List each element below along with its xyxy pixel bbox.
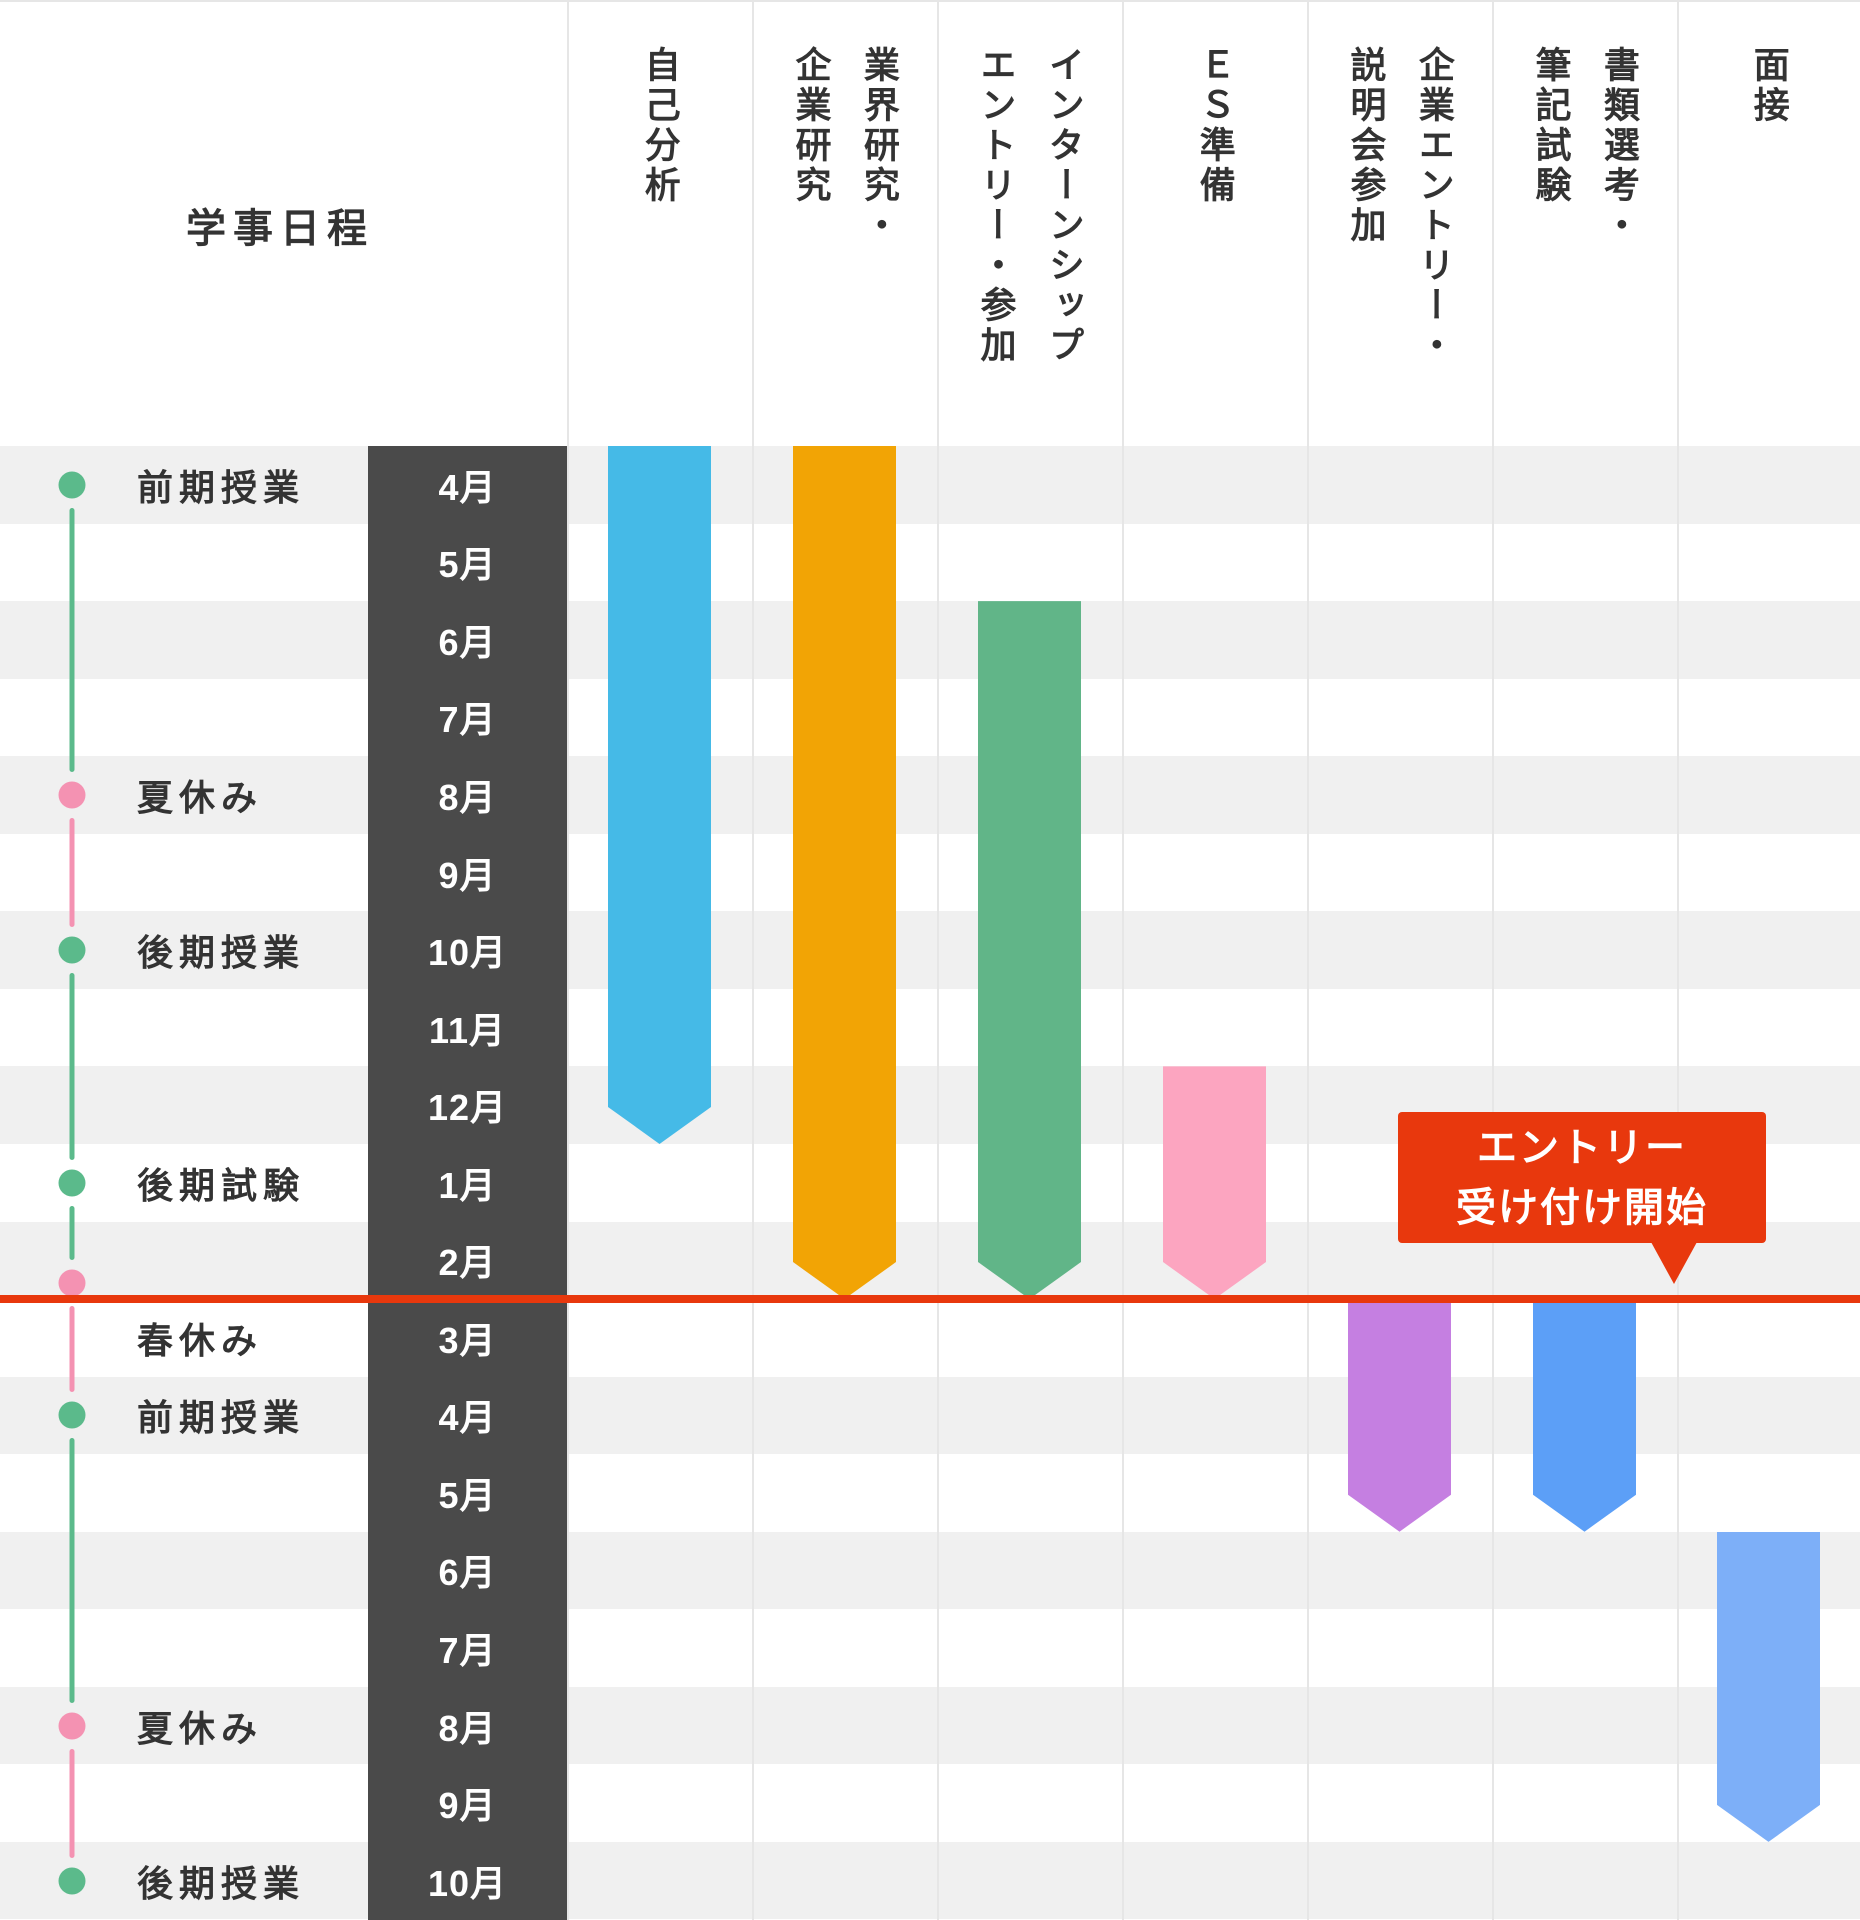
timeline-dot (58, 471, 86, 499)
column-header: 業界研究・ 企業研究 (790, 46, 900, 246)
column-header: インターンシップ エントリー・参加 (975, 46, 1085, 366)
callout-pointer (1651, 1242, 1697, 1284)
timeline-segment (69, 1305, 75, 1393)
month-column (368, 446, 567, 1920)
column-separator (567, 0, 569, 1920)
callout-line1: エントリー (1477, 1125, 1687, 1170)
month-label: 8月 (438, 1707, 497, 1749)
activity-bar (793, 446, 896, 1299)
academic-event-label: 後期試験 (137, 1164, 306, 1206)
row-stripe (0, 1686, 1860, 1765)
academic-event-label: 前期授業 (137, 466, 306, 508)
month-label: 5月 (438, 1474, 497, 1516)
month-label: 11月 (428, 1009, 507, 1051)
month-label: 1月 (438, 1164, 497, 1206)
timeline-segment (69, 1748, 75, 1858)
row-stripe (0, 601, 1860, 679)
month-label: 6月 (438, 621, 497, 663)
row-stripe (0, 446, 1860, 524)
timeline-segment (69, 1205, 75, 1260)
timeline-dot (58, 1401, 86, 1429)
academic-event-label: 後期授業 (137, 932, 306, 974)
month-label: 10月 (427, 1862, 508, 1904)
row-stripe (0, 756, 1860, 834)
schedule-header: 学事日程 (186, 207, 374, 251)
timeline-dot (58, 1169, 86, 1197)
academic-event-label: 春休み (137, 1319, 264, 1361)
callout-line2: 受け付け開始 (1456, 1185, 1708, 1230)
timeline-dot (58, 1712, 86, 1740)
top-border-line (0, 0, 1860, 2)
activity-bar (1348, 1299, 1451, 1532)
academic-event-label: 前期授業 (137, 1397, 306, 1439)
month-label: 5月 (438, 544, 497, 586)
column-separator (1122, 0, 1124, 1920)
column-header: ＥＳ準備 (1194, 46, 1236, 206)
timeline-dot (58, 936, 86, 964)
academic-event-label: 夏休み (137, 776, 264, 818)
timeline-dot (58, 1269, 86, 1297)
row-stripe (0, 1841, 1860, 1920)
month-label: 4月 (438, 466, 497, 508)
activity-bar (1717, 1532, 1820, 1842)
column-header: 自己分析 (639, 46, 681, 206)
timeline-segment (69, 817, 75, 928)
timeline-dot (58, 781, 86, 809)
activity-bar (608, 446, 711, 1144)
month-label: 9月 (438, 854, 497, 896)
column-separator (1677, 0, 1679, 1920)
month-label: 2月 (438, 1242, 497, 1284)
timeline-segment (69, 973, 75, 1160)
academic-event-label: 夏休み (137, 1707, 264, 1749)
column-header: 企業エントリー・ 説明会参加 (1345, 46, 1455, 366)
column-separator (1492, 0, 1494, 1920)
month-label: 6月 (438, 1552, 497, 1594)
column-header: 書類選考・ 筆記試験 (1530, 46, 1640, 246)
month-label: 4月 (438, 1397, 497, 1439)
academic-event-label: 後期授業 (137, 1862, 306, 1904)
activity-bar (1533, 1299, 1636, 1532)
month-label: 12月 (427, 1087, 508, 1129)
column-header: 面接 (1748, 46, 1790, 126)
activity-bar (978, 601, 1081, 1299)
column-separator (937, 0, 939, 1920)
row-stripe (0, 911, 1860, 989)
month-label: 3月 (438, 1319, 497, 1361)
callout: エントリー受け付け開始 (1398, 1112, 1766, 1243)
month-label: 8月 (438, 776, 497, 818)
month-label: 7月 (438, 1630, 497, 1672)
month-label: 10月 (427, 932, 508, 974)
month-label: 9月 (438, 1785, 497, 1827)
timeline-segment (69, 1438, 75, 1703)
column-separator (1307, 0, 1309, 1920)
activity-bar (1163, 1066, 1266, 1299)
column-separator (752, 0, 754, 1920)
timeline-segment (69, 507, 75, 772)
row-stripe (0, 1531, 1860, 1610)
month-label: 7月 (438, 699, 497, 741)
entry-start-line (0, 1295, 1860, 1303)
timeline-dot (58, 1867, 86, 1895)
